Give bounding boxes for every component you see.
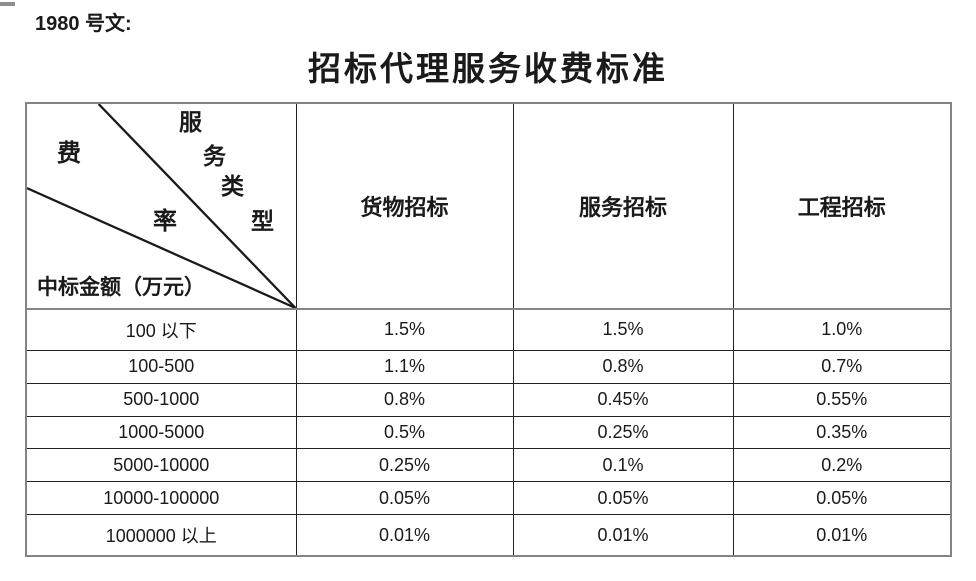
rate-cell: 0.5% [295, 415, 514, 450]
rate-cell: 0.05% [732, 481, 952, 516]
rate-cell: 0.55% [732, 382, 952, 417]
rate-cell: 1.5% [295, 308, 514, 351]
rate-cell: 0.8% [512, 349, 734, 384]
amount-range-cell: 100 以下 [25, 308, 297, 351]
table-header-row: 服 务 类 型 费 率 中标金额（万元） 货物招标 服务招标 工程招标 [25, 102, 952, 310]
table-row: 1000000 以上 0.01% 0.01% 0.01% [25, 514, 952, 557]
amount-range-cell: 5000-10000 [25, 448, 297, 483]
rate-cell: 0.05% [295, 481, 514, 516]
diagonal-divider-lines [27, 104, 295, 307]
rate-cell: 1.0% [732, 308, 952, 351]
table-row: 5000-10000 0.25% 0.1% 0.2% [25, 448, 952, 483]
top-left-artifact [0, 2, 15, 6]
corner-rate-char: 率 [153, 209, 177, 235]
rate-cell: 0.25% [295, 448, 514, 483]
corner-service-type-char: 型 [251, 209, 274, 234]
rate-cell: 0.05% [512, 481, 734, 516]
corner-service-type-char: 类 [221, 174, 244, 199]
fee-standard-table: 服 务 类 型 费 率 中标金额（万元） 货物招标 服务招标 工程招标 100 … [25, 102, 952, 557]
rate-cell: 0.01% [295, 514, 514, 557]
rate-cell: 0.8% [295, 382, 514, 417]
table-corner-cell: 服 务 类 型 费 率 中标金额（万元） [25, 102, 297, 310]
column-header-works-bidding: 工程招标 [732, 102, 952, 310]
rate-cell: 0.01% [512, 514, 734, 557]
column-header-services-bidding: 服务招标 [512, 102, 734, 310]
rate-cell: 0.35% [732, 415, 952, 450]
corner-service-type-char: 务 [203, 144, 226, 169]
amount-range-cell: 1000000 以上 [25, 514, 297, 557]
rate-cell: 0.45% [512, 382, 734, 417]
rate-cell: 0.01% [732, 514, 952, 557]
amount-range-cell: 100-500 [25, 349, 297, 384]
corner-rate-char: 费 [57, 141, 81, 167]
page-title: 招标代理服务收费标准 [308, 52, 668, 88]
rate-cell: 0.2% [732, 448, 952, 483]
rate-cell: 1.5% [512, 308, 734, 351]
amount-range-cell: 500-1000 [25, 382, 297, 417]
corner-amount-label: 中标金额（万元） [37, 275, 205, 299]
amount-range-cell: 10000-100000 [25, 481, 297, 516]
rate-cell: 0.7% [732, 349, 952, 384]
rate-cell: 0.25% [512, 415, 734, 450]
rate-cell: 1.1% [295, 349, 514, 384]
table-row: 10000-100000 0.05% 0.05% 0.05% [25, 481, 952, 516]
corner-service-type-char: 服 [179, 110, 202, 135]
table-row: 1000-5000 0.5% 0.25% 0.35% [25, 415, 952, 450]
table-row: 100 以下 1.5% 1.5% 1.0% [25, 308, 952, 351]
amount-range-cell: 1000-5000 [25, 415, 297, 450]
table-row: 100-500 1.1% 0.8% 0.7% [25, 349, 952, 384]
column-header-goods-bidding: 货物招标 [295, 102, 514, 310]
rate-cell: 0.1% [512, 448, 734, 483]
document-ref-label: 1980 号文: [35, 13, 132, 35]
table-row: 500-1000 0.8% 0.45% 0.55% [25, 382, 952, 417]
